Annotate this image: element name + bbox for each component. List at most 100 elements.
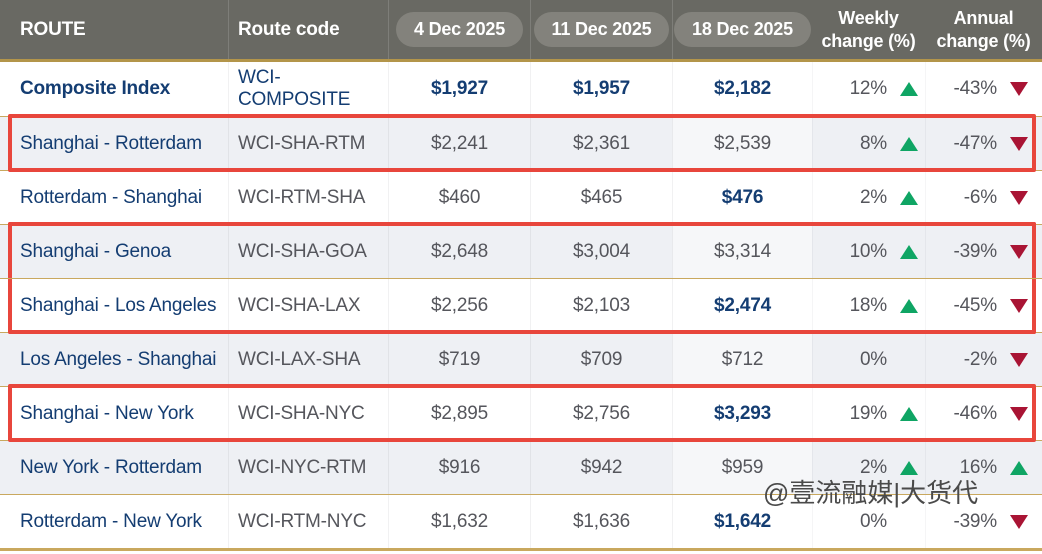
header-date-3: 18 Dec 2025 — [672, 0, 812, 59]
table-row: Shanghai - Los Angeles WCI-SHA-LAX $2,25… — [0, 278, 1042, 334]
weekly-change-cell: 8% — [812, 117, 925, 170]
route-code: WCI-COMPOSITE — [228, 62, 388, 116]
rate-11dec: $2,756 — [530, 387, 672, 440]
rate-11dec: $2,103 — [530, 279, 672, 332]
annual-change-value: -45% — [953, 294, 997, 316]
route-code: WCI-RTM-NYC — [228, 495, 388, 548]
weekly-change-cell: 19% — [812, 387, 925, 440]
annual-change-cell: -47% — [925, 117, 1042, 170]
trend-triangle-icon — [1010, 406, 1028, 421]
weekly-change-cell: 18% — [812, 279, 925, 332]
route-name: Composite Index — [20, 78, 171, 99]
trend-triangle-icon — [1010, 190, 1028, 205]
trend-triangle-icon — [900, 460, 918, 475]
rate-11dec: $3,004 — [530, 225, 672, 278]
weekly-change-value: 8% — [859, 132, 887, 154]
rate-4dec: $2,241 — [388, 117, 530, 170]
route-name: Shanghai - Los Angeles — [20, 294, 217, 316]
rate-18dec: $1,642 — [672, 495, 812, 548]
annual-change-cell: -43% — [925, 62, 1042, 116]
trend-triangle-icon — [1010, 298, 1028, 313]
route-name: Rotterdam - New York — [20, 510, 202, 532]
trend-triangle-icon — [900, 82, 918, 96]
route-name: Shanghai - New York — [20, 402, 194, 424]
table-row: Shanghai - New York WCI-SHA-NYC $2,895 $… — [0, 384, 1042, 442]
route-name: Rotterdam - Shanghai — [20, 186, 202, 208]
header-weekly-change: Weekly change (%) — [821, 8, 916, 51]
rate-18dec: $3,314 — [672, 225, 812, 278]
annual-change-cell: -6% — [925, 171, 1042, 224]
header-annual-change: Annual change (%) — [936, 8, 1031, 51]
route-code: WCI-SHA-RTM — [228, 117, 388, 170]
trend-triangle-icon — [900, 190, 918, 205]
rate-4dec: $2,256 — [388, 279, 530, 332]
route-code: WCI-SHA-GOA — [228, 225, 388, 278]
route-code: WCI-SHA-LAX — [228, 279, 388, 332]
header-date-1: 4 Dec 2025 — [388, 0, 530, 59]
route-name: New York - Rotterdam — [20, 456, 202, 478]
trend-triangle-icon — [900, 298, 918, 313]
route-name: Shanghai - Genoa — [20, 240, 172, 262]
table-row: Los Angeles - Shanghai WCI-LAX-SHA $719 … — [0, 332, 1042, 386]
weekly-change-value: 0% — [859, 510, 887, 532]
annual-change-value: -43% — [953, 78, 997, 99]
header-date-2: 11 Dec 2025 — [530, 0, 672, 59]
rate-4dec: $1,927 — [388, 62, 530, 116]
table-row: Composite Index WCI-COMPOSITE $1,927 $1,… — [0, 62, 1042, 116]
rate-4dec: $916 — [388, 441, 530, 494]
rate-11dec: $942 — [530, 441, 672, 494]
weekly-change-cell: 12% — [812, 62, 925, 116]
trend-triangle-icon — [900, 244, 918, 259]
route-code: WCI-LAX-SHA — [228, 333, 388, 386]
header-route-code: Route code — [228, 0, 388, 59]
table-body: Composite Index WCI-COMPOSITE $1,927 $1,… — [0, 62, 1042, 551]
rate-18dec: $2,539 — [672, 117, 812, 170]
annual-change-value: -39% — [953, 240, 997, 262]
date-pill: 4 Dec 2025 — [395, 12, 524, 47]
date-pill: 11 Dec 2025 — [533, 12, 670, 47]
rate-18dec: $712 — [672, 333, 812, 386]
rate-4dec: $2,648 — [388, 225, 530, 278]
annual-change-value: -39% — [953, 510, 997, 532]
rate-18dec: $2,474 — [672, 279, 812, 332]
table-row: Rotterdam - Shanghai WCI-RTM-SHA $460 $4… — [0, 170, 1042, 224]
route-code: WCI-RTM-SHA — [228, 171, 388, 224]
annual-change-value: -2% — [963, 348, 997, 370]
rate-18dec: $3,293 — [672, 387, 812, 440]
weekly-change-value: 10% — [849, 240, 888, 262]
annual-change-cell: 16% — [925, 441, 1042, 494]
rate-4dec: $460 — [388, 171, 530, 224]
route-code: WCI-NYC-RTM — [228, 441, 388, 494]
route-name: Los Angeles - Shanghai — [20, 348, 217, 370]
table-row: Shanghai - Genoa WCI-SHA-GOA $2,648 $3,0… — [0, 222, 1042, 278]
header-route: ROUTE — [20, 18, 86, 40]
annual-change-value: -47% — [953, 132, 997, 154]
annual-change-value: 16% — [959, 456, 998, 478]
weekly-change-value: 0% — [859, 348, 887, 370]
weekly-change-value: 2% — [859, 456, 887, 478]
annual-change-cell: -39% — [925, 495, 1042, 548]
weekly-change-cell: 2% — [812, 441, 925, 494]
trend-triangle-icon — [1010, 514, 1028, 529]
rate-18dec: $2,182 — [672, 62, 812, 116]
annual-change-cell: -2% — [925, 333, 1042, 386]
weekly-change-value: 2% — [859, 186, 887, 208]
rate-11dec: $1,957 — [530, 62, 672, 116]
rate-4dec: $2,895 — [388, 387, 530, 440]
weekly-change-value: 12% — [849, 78, 888, 99]
table-row: New York - Rotterdam WCI-NYC-RTM $916 $9… — [0, 440, 1042, 494]
weekly-change-value: 18% — [849, 294, 888, 316]
annual-change-value: -46% — [953, 402, 997, 424]
watermark: @壹流融媒|大货代 — [763, 478, 979, 508]
weekly-change-cell: 0% — [812, 333, 925, 386]
rate-18dec: $476 — [672, 171, 812, 224]
rate-11dec: $709 — [530, 333, 672, 386]
date-pill: 18 Dec 2025 — [674, 12, 811, 47]
trend-triangle-icon — [1010, 82, 1028, 96]
annual-change-cell: -39% — [925, 225, 1042, 278]
trend-triangle-icon — [1010, 460, 1028, 475]
table-header: ROUTE Route code 4 Dec 2025 11 Dec 2025 … — [0, 0, 1042, 62]
weekly-change-cell: 2% — [812, 171, 925, 224]
trend-triangle-icon — [900, 136, 918, 151]
